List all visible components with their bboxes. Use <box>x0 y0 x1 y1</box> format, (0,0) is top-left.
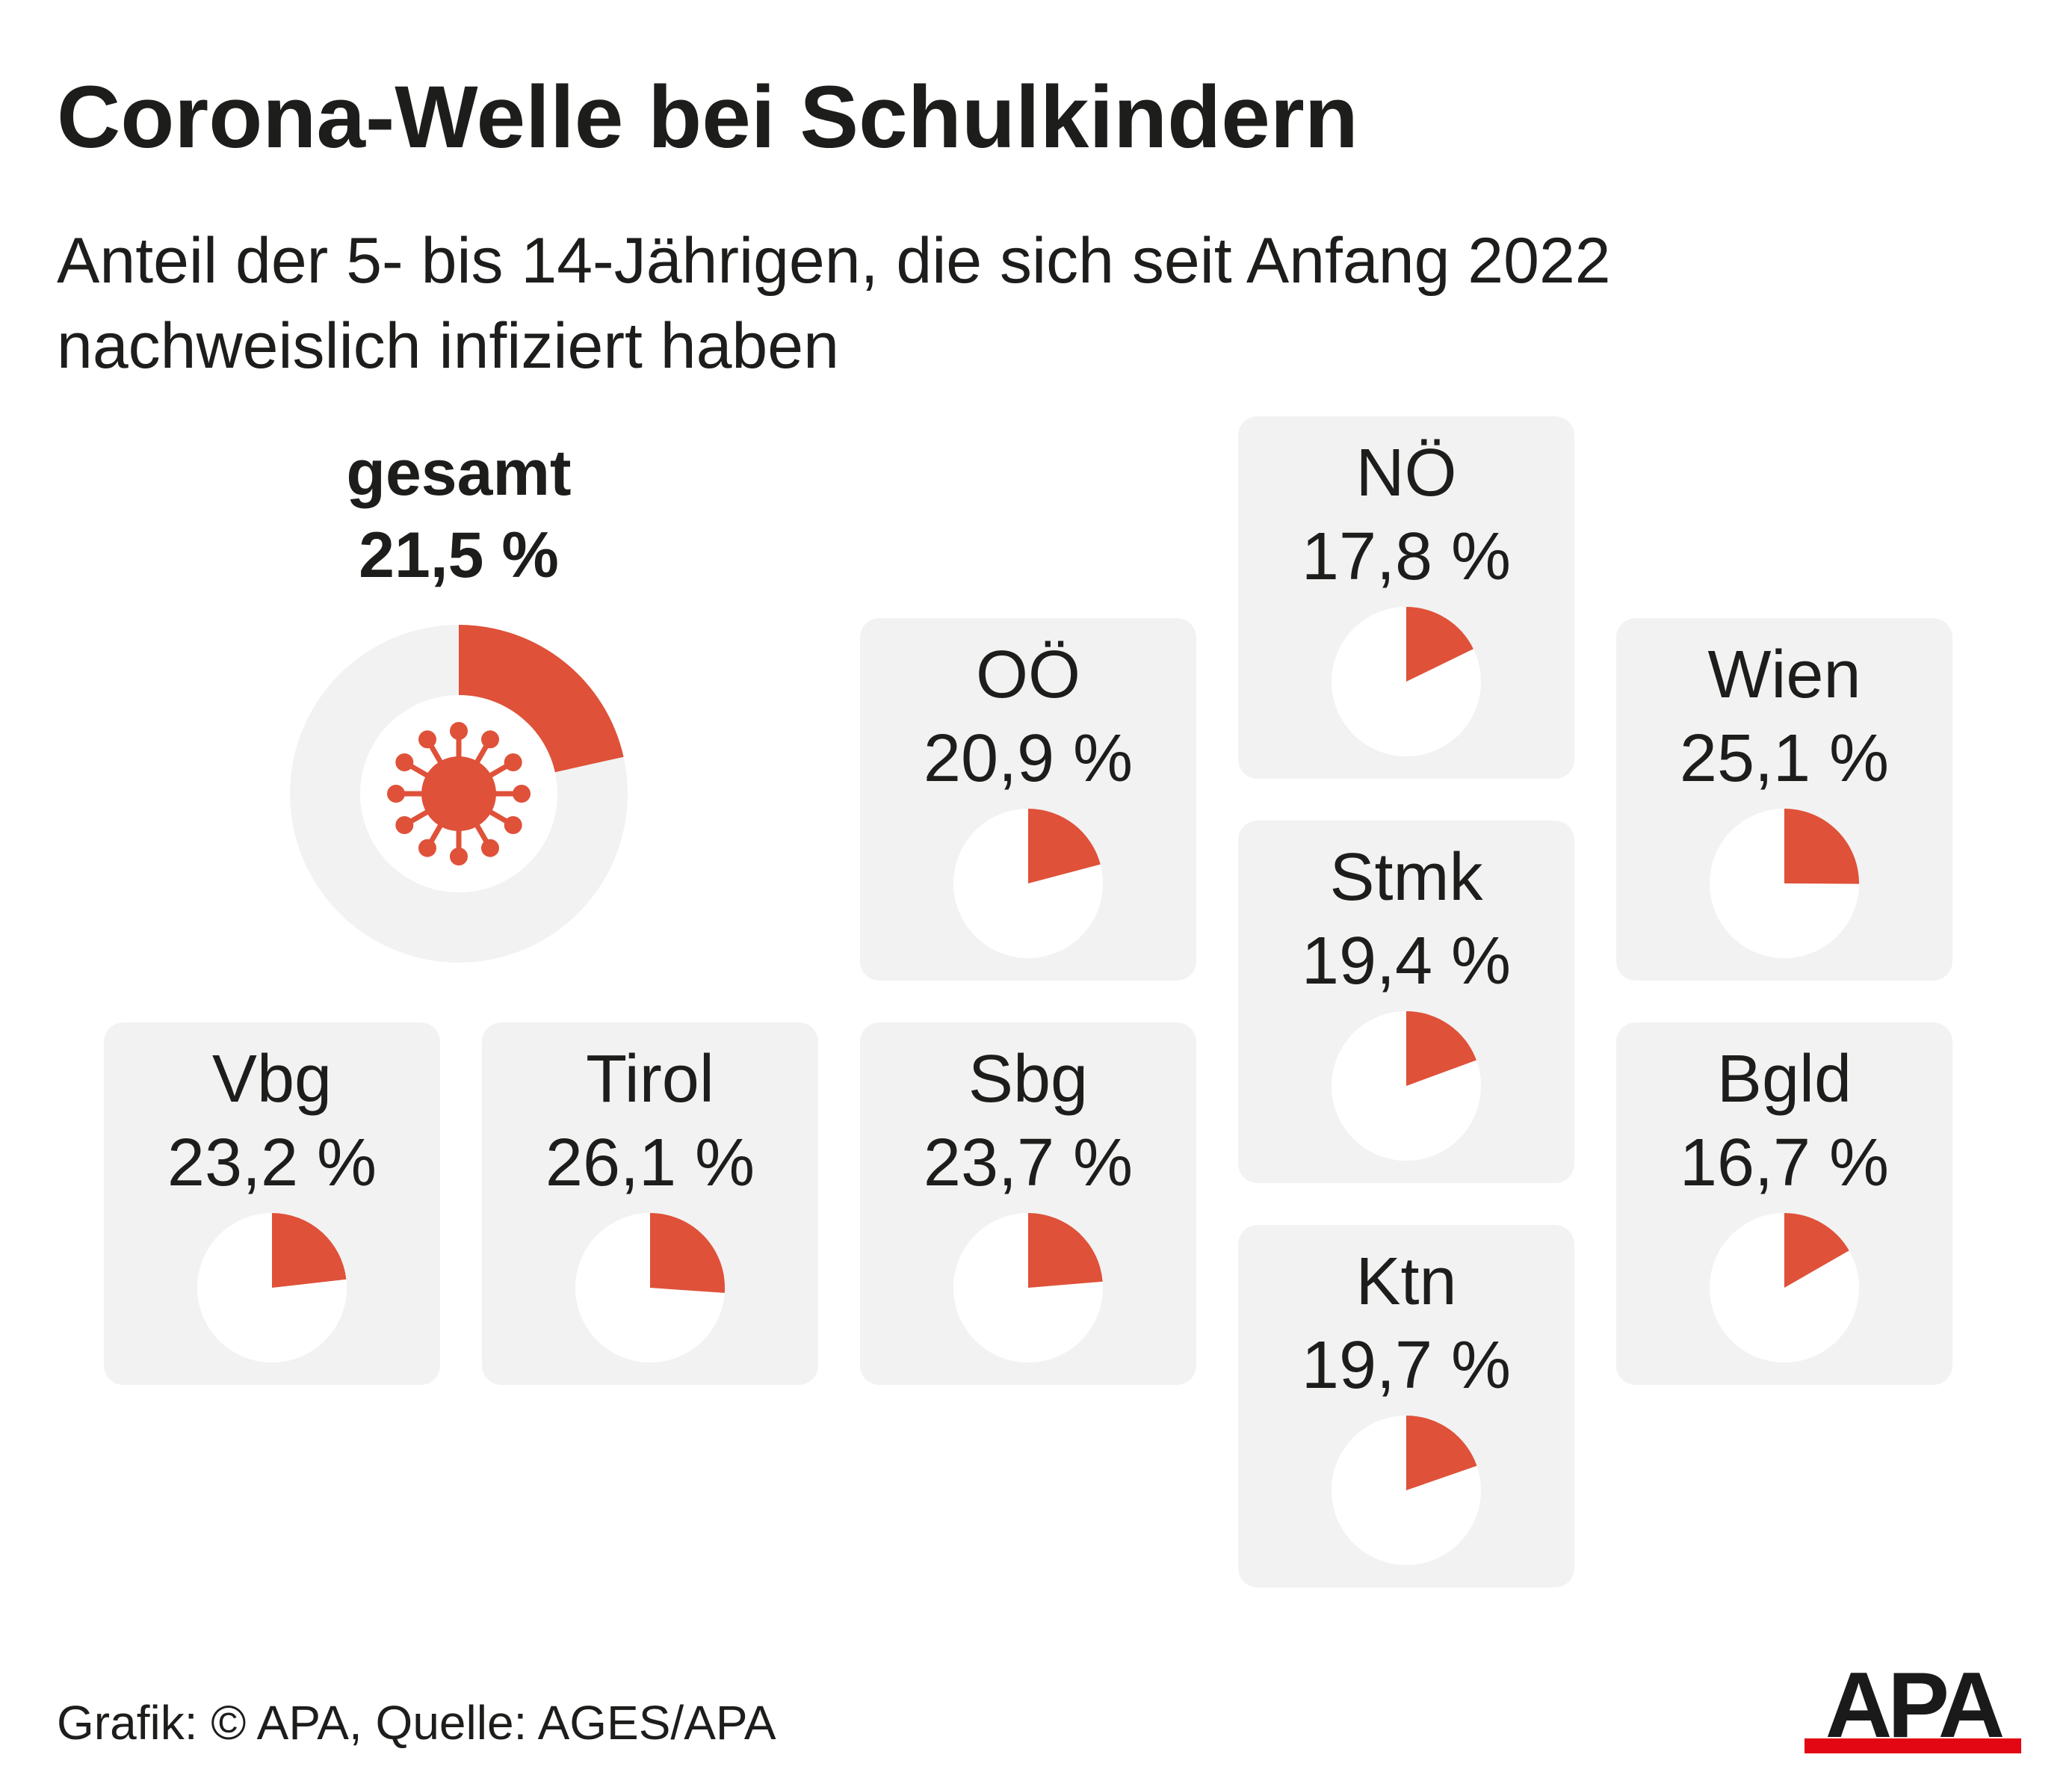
pie-slice-tirol <box>650 1213 726 1293</box>
total-value-label: 21,5 % <box>359 519 559 591</box>
source-credit: Grafik: © APA, Quelle: AGES/APA <box>57 1696 776 1750</box>
virus-spike-tip <box>418 730 436 749</box>
tile-background <box>482 1022 818 1385</box>
region-value-label: 23,2 % <box>167 1126 377 1200</box>
pie-slice-vbg <box>272 1213 347 1288</box>
tile-background <box>860 618 1196 981</box>
region-name-label: Bgld <box>1717 1042 1852 1117</box>
region-name-label: OÖ <box>976 638 1080 712</box>
pie-slice-noe <box>1406 607 1473 682</box>
region-value-label: 25,1 % <box>1680 721 1889 796</box>
region-value-label: 17,8 % <box>1302 519 1511 594</box>
region-value-label: 23,7 % <box>924 1126 1133 1200</box>
region-tile-sbg: Sbg 23,7 % <box>860 1022 1196 1385</box>
total-group: gesamt 21,5 % <box>290 437 628 963</box>
tile-background <box>860 1022 1196 1385</box>
virus-spike-tip <box>481 839 499 857</box>
region-tile-vbg: Vbg 23,2 % <box>104 1022 440 1385</box>
tile-background <box>1616 1022 1952 1385</box>
virus-icon <box>387 722 531 865</box>
pie-slice-sbg <box>1028 1213 1103 1288</box>
region-name-label: Vbg <box>212 1042 332 1117</box>
region-tile-oo: OÖ 20,9 % <box>860 618 1196 981</box>
virus-spike-tip <box>481 730 499 749</box>
region-tiles: OÖ 20,9 % NÖ 17,8 % Wien 25,1 % Stmk 19,4 % Vbg 2… <box>104 416 1952 1587</box>
apa-logo: APA <box>1805 1665 2021 1755</box>
region-tile-wien: Wien 25,1 % <box>1616 618 1952 981</box>
region-value-label: 19,7 % <box>1302 1328 1511 1403</box>
chart-subtitle: Anteil der 5- bis 14-Jährigen, die sich … <box>57 218 2000 389</box>
region-tile-bgld: Bgld 16,7 % <box>1616 1022 1952 1385</box>
virus-spike-tip <box>504 753 522 771</box>
virus-spike-tip <box>418 839 436 857</box>
region-name-label: Tirol <box>586 1042 714 1117</box>
region-name-label: Wien <box>1707 638 1861 712</box>
pie-slice-wien <box>1784 809 1860 884</box>
region-value-label: 26,1 % <box>545 1126 755 1200</box>
tile-background <box>1238 821 1574 1183</box>
region-tile-ktn: Ktn 19,7 % <box>1238 1225 1574 1587</box>
region-name-label: Sbg <box>968 1042 1088 1117</box>
pie-slice-bgld <box>1784 1213 1849 1288</box>
virus-spike-tip <box>450 722 468 740</box>
region-value-label: 16,7 % <box>1680 1126 1889 1200</box>
virus-spike-tip <box>450 848 468 865</box>
tile-background <box>1238 416 1574 779</box>
apa-logo-bar <box>1805 1738 2021 1753</box>
region-tile-stmk: Stmk 19,4 % <box>1238 821 1574 1183</box>
virus-spike-tip <box>395 753 414 771</box>
pie-slice-stmk <box>1406 1011 1476 1086</box>
chart-title: Corona-Welle bei Schulkindern <box>57 68 1358 167</box>
virus-spike-tip <box>504 816 522 834</box>
region-value-label: 19,4 % <box>1302 924 1511 999</box>
tile-background <box>1238 1225 1574 1587</box>
pie-slice-ktn <box>1406 1416 1477 1490</box>
region-tile-tirol: Tirol 26,1 % <box>482 1022 818 1385</box>
virus-spike-tip <box>387 785 405 803</box>
virus-spike-tip <box>395 816 414 834</box>
total-name-label: gesamt <box>346 437 571 509</box>
subtitle-line: nachweislich infiziert haben <box>57 310 839 382</box>
pie-slice-oo <box>1028 809 1101 883</box>
tile-background <box>104 1022 440 1385</box>
subtitle-line: Anteil der 5- bis 14-Jährigen, die sich … <box>57 225 1611 297</box>
virus-spike-tip <box>513 785 531 803</box>
tile-background <box>1616 618 1952 981</box>
region-value-label: 20,9 % <box>924 721 1133 796</box>
region-name-label: Stmk <box>1329 840 1483 915</box>
virus-body <box>421 756 496 831</box>
region-name-label: Ktn <box>1355 1244 1456 1319</box>
region-tile-noe: NÖ 17,8 % <box>1238 416 1574 779</box>
region-name-label: NÖ <box>1356 436 1457 510</box>
